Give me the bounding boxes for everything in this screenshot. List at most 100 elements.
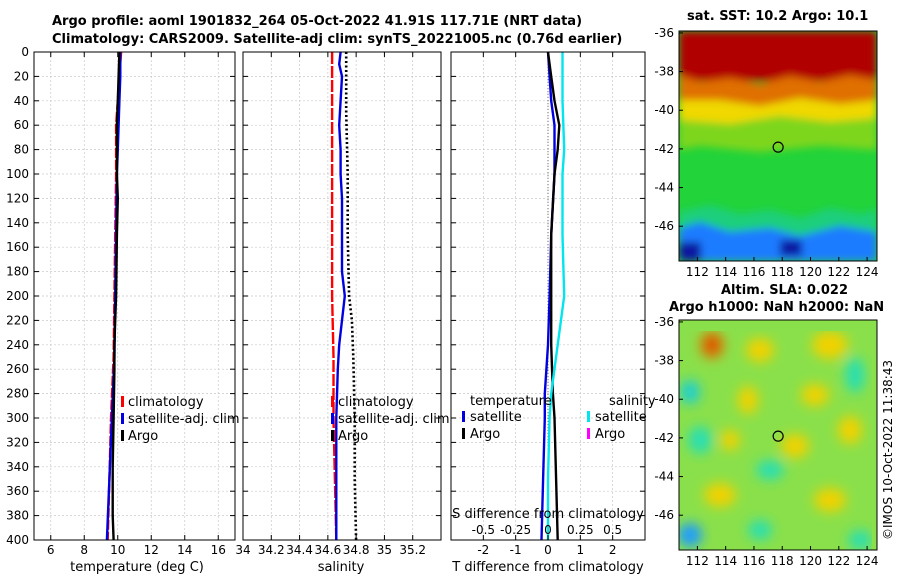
y-tick-label: 400 — [6, 533, 29, 547]
temperature-profile-panel: 6 8 10 12 14 16020406080100120140160180200220… — [6, 45, 240, 557]
y-tick-label: 380 — [6, 509, 29, 523]
y-tick-label: 240 — [6, 338, 29, 352]
sst-map-title: sat. SST: 10.2 Argo: 10.1 — [687, 9, 869, 24]
legend-swatch — [462, 411, 465, 422]
x-tick-label: 16 — [211, 543, 226, 557]
s-diff-tick-label: 0 — [544, 523, 552, 537]
map-lat-label: -46 — [654, 219, 674, 233]
y-tick-label: 320 — [6, 435, 29, 449]
y-tick-label: 200 — [6, 289, 29, 303]
map-lon-label: 124 — [856, 554, 879, 568]
y-tick-label: 220 — [6, 313, 29, 327]
map-lat-label: -44 — [654, 470, 674, 484]
series-line-satellite-adj-clim — [335, 51, 346, 540]
s-diff-tick-label: -0.25 — [500, 523, 531, 537]
series-line-s-satellite — [546, 52, 566, 540]
map-lat-label: -44 — [654, 181, 674, 195]
y-tick-label: 60 — [14, 118, 29, 132]
series-line-argo — [344, 52, 358, 541]
map-lat-label: -38 — [654, 354, 674, 368]
argo-position-marker — [772, 430, 784, 442]
y-tick-label: 260 — [6, 362, 29, 376]
map-lon-label: 122 — [827, 265, 850, 279]
legend-label: Argo — [595, 427, 625, 442]
series-line-t-argo — [546, 51, 561, 541]
x-tick-label: 34.8 — [343, 543, 370, 557]
y-tick-label: 360 — [6, 484, 29, 498]
map-lat-label: -42 — [654, 142, 674, 156]
figure-title-line2: Climatology: CARS2009. Satellite-adj cli… — [52, 32, 623, 47]
x-tick-label: 8 — [80, 543, 88, 557]
legend-header: temperature — [470, 394, 552, 409]
x-tick-label: 6 — [47, 543, 55, 557]
map-lon-label: 124 — [856, 265, 879, 279]
legend-swatch — [121, 430, 124, 441]
x-tick-label: -1 — [510, 543, 522, 557]
map-lon-label: 120 — [799, 265, 822, 279]
y-tick-label: 280 — [6, 387, 29, 401]
y-tick-label: 80 — [14, 143, 29, 157]
map-lon-label: 122 — [827, 554, 850, 568]
x-tick-label: 34.6 — [314, 543, 341, 557]
figure-title-line1: Argo profile: aoml 1901832_264 05-Oct-20… — [52, 14, 583, 29]
legend-label: Argo — [470, 427, 500, 442]
map-lon-label: 118 — [771, 265, 794, 279]
y-tick-label: 100 — [6, 167, 29, 181]
legend-label: satellite — [470, 410, 522, 425]
series-line-climatology — [330, 52, 338, 541]
legend-swatch — [462, 428, 465, 439]
map-lat-label: -36 — [654, 315, 674, 329]
map-lon-label: 114 — [714, 554, 737, 568]
y-tick-label: 180 — [6, 265, 29, 279]
x-tick-label: 35 — [377, 543, 392, 557]
x-tick-label: 1 — [577, 543, 585, 557]
salinity-profile-panel: 34 34.2 34.4 34.6 34.8 35 35.2 climatology satel… — [235, 51, 450, 557]
x-tick-label: 35.2 — [399, 543, 426, 557]
legend-header: salinity — [609, 394, 656, 409]
y-tick-label: 40 — [14, 94, 29, 108]
sla-map-title-line1: Altim. SLA: 0.022 — [721, 283, 848, 298]
y-tick-label: 140 — [6, 216, 29, 230]
legend-swatch — [121, 396, 124, 407]
legend-label: satellite-adj. clim — [338, 412, 450, 427]
legend-label: Argo — [338, 429, 368, 444]
map-lon-label: 112 — [686, 554, 709, 568]
salinity-x-label: salinity — [318, 560, 365, 575]
legend-label: Argo — [128, 429, 158, 444]
difference-top-x-label: S difference from climatology — [452, 507, 644, 522]
legend-label: climatology — [338, 395, 414, 410]
difference-x-label: T difference from climatology — [451, 560, 644, 575]
argo-position-marker — [772, 141, 784, 153]
legend-swatch — [331, 396, 334, 407]
map-lat-label: -42 — [654, 431, 674, 445]
sla-map-title-line2: Argo h1000: NaN h2000: NaN — [669, 300, 885, 315]
x-tick-label: 34 — [235, 543, 250, 557]
x-tick-label: 12 — [144, 543, 159, 557]
map-lat-label: -36 — [654, 26, 674, 40]
map-lon-label: 114 — [714, 265, 737, 279]
x-tick-label: 34.4 — [286, 543, 313, 557]
map-lon-label: 112 — [686, 265, 709, 279]
map-lat-label: -40 — [654, 392, 674, 406]
difference-profile-panel: -2 -1 0 1 2 -0.5 -0.25 0 0.25 0.5 temperature salin… — [450, 51, 656, 557]
s-diff-tick-label: -0.5 — [472, 523, 495, 537]
legend-label: satellite-adj. clim — [128, 412, 240, 427]
legend-swatch — [587, 411, 590, 422]
map-lon-label: 118 — [771, 554, 794, 568]
x-tick-label: -2 — [477, 543, 489, 557]
y-tick-label: 160 — [6, 240, 29, 254]
map-lon-label: 120 — [799, 554, 822, 568]
temperature-x-label: temperature (deg C) — [70, 560, 204, 575]
y-tick-label: 120 — [6, 191, 29, 205]
imos-credit: ©IMOS 10-Oct-2022 11:38:43 — [881, 359, 895, 540]
y-tick-label: 300 — [6, 411, 29, 425]
x-tick-label: 14 — [177, 543, 192, 557]
x-tick-label: 34.2 — [258, 543, 285, 557]
x-tick-label: 0 — [544, 543, 552, 557]
legend-swatch — [331, 430, 334, 441]
s-diff-tick-label: 0.25 — [567, 523, 594, 537]
map-lon-label: 116 — [743, 265, 766, 279]
y-tick-label: 0 — [21, 45, 29, 59]
legend-label: climatology — [128, 395, 204, 410]
